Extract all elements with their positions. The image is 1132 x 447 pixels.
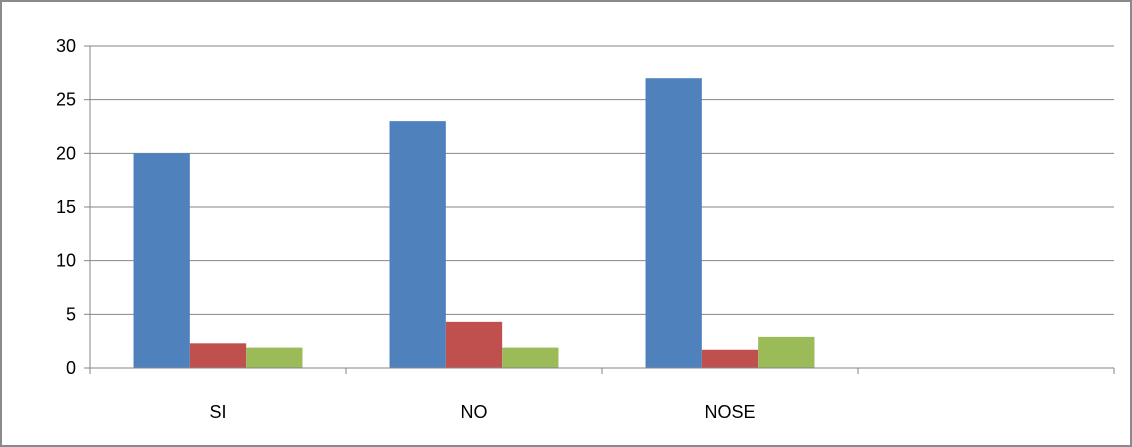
y-tick-label-25: 25: [56, 90, 76, 110]
labels: 0 5 10 15 20 25 30 SI NO NOSE: [56, 36, 756, 422]
bar-si-series-2: [189, 343, 247, 368]
bars: [133, 78, 815, 368]
bar-no-series-3: [502, 347, 559, 368]
bar-nose-series-1: [645, 78, 702, 368]
x-category-label-no: NO: [461, 402, 488, 422]
bar-no-series-2: [445, 321, 503, 368]
bar-nose-series-3: [758, 336, 815, 368]
bar-no-series-1: [389, 121, 446, 368]
y-tick-label-15: 15: [56, 197, 76, 217]
x-category-label-si: SI: [209, 402, 226, 422]
y-tick-label-5: 5: [66, 304, 76, 324]
bar-si-series-3: [246, 347, 303, 368]
y-tick-label-30: 30: [56, 36, 76, 56]
y-tick-label-0: 0: [66, 358, 76, 378]
y-tick-label-10: 10: [56, 251, 76, 271]
gridlines: [90, 45, 1114, 315]
x-category-label-nose: NOSE: [704, 402, 755, 422]
bar-nose-series-2: [701, 349, 759, 368]
axes: [84, 45, 1115, 374]
bar-si-series-1: [133, 153, 190, 368]
y-tick-label-20: 20: [56, 143, 76, 163]
